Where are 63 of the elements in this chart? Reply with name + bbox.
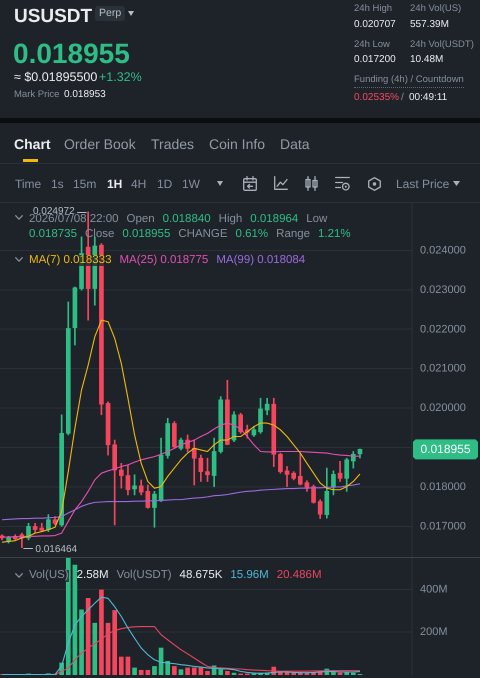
y-tick-label: 0.018000 xyxy=(420,481,466,494)
text: 10.48M xyxy=(410,54,444,65)
annotation: High xyxy=(218,212,242,226)
text: 0.020707 xyxy=(354,19,396,30)
text: 24h High xyxy=(354,3,392,14)
y-tick-label: 400M xyxy=(420,583,448,596)
text: 24h Vol(US) xyxy=(410,3,462,14)
text: Data xyxy=(280,136,310,152)
text: 0.018955 xyxy=(420,442,471,456)
annotation: 48.675K xyxy=(180,569,222,582)
annotation: 0.018735 xyxy=(29,228,77,241)
annotation: 0.018955 xyxy=(122,228,170,241)
text: 1W xyxy=(182,177,200,191)
series-label: Vol(US) xyxy=(29,569,69,582)
annotation: Vol(USDT) xyxy=(116,569,172,582)
text: 4H xyxy=(131,177,146,191)
y-tick-label: 200M xyxy=(420,626,448,638)
annotation: 1.21% xyxy=(318,228,351,241)
text: MA(25) 0.018775 xyxy=(119,254,208,266)
annotation: Range xyxy=(276,228,310,241)
text: +1.32% xyxy=(99,70,142,84)
text: 557.39M xyxy=(410,19,449,30)
annotation: CHANGE xyxy=(178,228,228,241)
text: 1D xyxy=(157,177,172,191)
text: Mark Price xyxy=(14,89,60,100)
annotation: 0.016464 xyxy=(35,544,78,556)
text: Chart xyxy=(14,136,51,152)
annotation: 0.018964 xyxy=(250,212,298,226)
y-tick-label: 0.021000 xyxy=(420,362,466,375)
text: Trades xyxy=(151,136,194,152)
text: / xyxy=(401,92,404,103)
text: 1s xyxy=(51,177,64,191)
text: 20.486M xyxy=(276,569,322,582)
y-tick-label: 0.022000 xyxy=(420,323,466,336)
text: Coin Info xyxy=(209,136,266,152)
text: 15m xyxy=(73,177,96,191)
annotation: 2.58M xyxy=(76,569,109,582)
text: USUSDT xyxy=(14,6,92,26)
text: 0.02535% xyxy=(354,92,400,103)
text: ≈ $0.01895500 xyxy=(14,70,98,84)
annotation: Open xyxy=(126,212,155,226)
y-tick-label: 0.024000 xyxy=(420,244,466,256)
text: 0.017200 xyxy=(354,54,396,65)
text: MA(7) 0.018333 xyxy=(29,254,112,266)
y-tick-label: 0.023000 xyxy=(420,284,466,296)
text: Order Book xyxy=(64,136,136,152)
annotation: 0.61% xyxy=(236,228,268,241)
text: Last Price xyxy=(396,177,450,191)
text: 24h Low xyxy=(354,39,390,50)
text: MA(99) 0.018084 xyxy=(216,254,306,266)
text: 00:49:11 xyxy=(409,92,448,103)
text: 1H xyxy=(107,177,122,191)
y-tick-label: 0.020000 xyxy=(420,402,466,414)
text: 0.018955 xyxy=(13,38,130,69)
text: 15.96M xyxy=(230,569,269,582)
text: Time xyxy=(15,177,42,191)
y-tick-label: 0.017000 xyxy=(420,520,466,532)
text: 0.018953 xyxy=(64,89,106,100)
text: Perp xyxy=(95,6,126,20)
text: Funding (4h) / Countdown xyxy=(354,74,464,88)
text: 24h Vol(USDT) xyxy=(410,39,474,50)
annotation: 0.018840 xyxy=(162,212,211,226)
annotation: Low xyxy=(306,212,328,226)
